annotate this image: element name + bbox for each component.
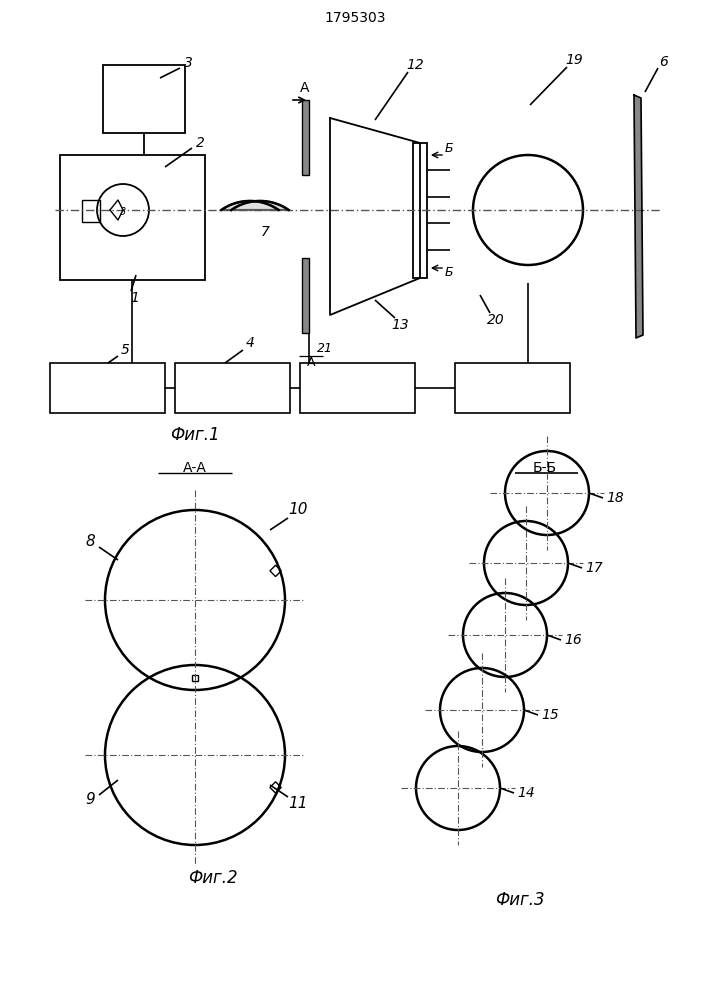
Text: 16: 16: [564, 633, 582, 647]
Text: 14: 14: [517, 786, 535, 800]
Text: 21: 21: [317, 342, 333, 355]
Text: А: А: [307, 356, 315, 368]
Text: Б: Б: [445, 266, 453, 279]
Polygon shape: [634, 95, 643, 338]
Text: А-А: А-А: [183, 461, 207, 475]
Bar: [192, 674, 198, 680]
Text: 10: 10: [288, 502, 308, 518]
Text: Б-Б: Б-Б: [533, 461, 557, 475]
Bar: [300, 363, 415, 413]
Text: Фиг.1: Фиг.1: [170, 426, 220, 444]
Bar: [270, 782, 281, 793]
Text: 12: 12: [406, 58, 424, 72]
Text: 5: 5: [121, 343, 129, 357]
Text: Фиг.3: Фиг.3: [495, 891, 545, 909]
Bar: [50, 363, 165, 413]
Bar: [302, 100, 309, 175]
Text: 4: 4: [245, 336, 255, 350]
Bar: [302, 258, 309, 333]
Text: 2: 2: [196, 136, 204, 150]
Bar: [270, 565, 281, 577]
Text: 6: 6: [660, 55, 668, 69]
Text: 17: 17: [585, 561, 603, 575]
Text: 15: 15: [541, 708, 559, 722]
Text: 9: 9: [85, 792, 95, 808]
Text: 11: 11: [288, 796, 308, 810]
Bar: [413, 143, 427, 278]
Text: 8: 8: [85, 534, 95, 550]
Text: 13: 13: [391, 318, 409, 332]
Polygon shape: [221, 201, 288, 210]
Text: Б: Б: [445, 141, 453, 154]
Text: 1795303: 1795303: [325, 11, 386, 25]
Bar: [455, 363, 570, 413]
Text: 18: 18: [606, 491, 624, 505]
Bar: [82, 200, 100, 222]
Bar: [175, 363, 290, 413]
Text: 3: 3: [120, 207, 126, 217]
Bar: [60, 155, 205, 280]
Text: Фиг.2: Фиг.2: [188, 869, 238, 887]
Text: 7: 7: [261, 225, 269, 239]
Text: 19: 19: [565, 53, 583, 67]
Text: 20: 20: [487, 313, 505, 327]
Text: А: А: [300, 81, 310, 95]
Bar: [103, 65, 185, 133]
Text: 3: 3: [184, 56, 192, 70]
Text: 1: 1: [131, 291, 139, 305]
